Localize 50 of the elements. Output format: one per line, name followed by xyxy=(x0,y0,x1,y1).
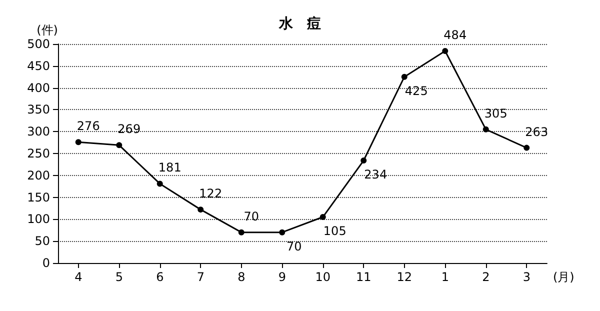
x-axis-title: (月) xyxy=(553,270,574,284)
x-tick-label: 5 xyxy=(115,270,123,284)
y-tick-label: 350 xyxy=(27,102,50,117)
data-label: 70 xyxy=(244,209,260,224)
y-tick-label: 200 xyxy=(27,168,50,182)
x-tick-label: 10 xyxy=(315,270,331,284)
data-label: 276 xyxy=(76,119,100,134)
y-tick-label: 500 xyxy=(27,37,50,51)
y-axis-title: (件) xyxy=(36,23,58,37)
point xyxy=(401,74,408,80)
x-tick-label: 11 xyxy=(356,270,372,284)
point xyxy=(198,206,204,213)
point xyxy=(482,126,489,132)
x-tick-label: 3 xyxy=(522,270,530,284)
y-tick-label: 100 xyxy=(27,212,50,226)
data-label: 305 xyxy=(484,106,508,120)
point xyxy=(360,158,367,164)
y-tick-label: 250 xyxy=(27,146,50,160)
point xyxy=(75,139,82,146)
point xyxy=(279,229,286,236)
x-tick-label: 12 xyxy=(396,270,412,284)
y-tick-label: 400 xyxy=(27,80,50,95)
data-label: 263 xyxy=(525,124,548,139)
y-tick-label: 450 xyxy=(27,58,50,73)
data-label: 70 xyxy=(286,239,302,254)
point xyxy=(116,142,122,148)
data-label: 425 xyxy=(404,84,428,98)
x-tick-label: 9 xyxy=(278,270,286,284)
point xyxy=(442,48,448,54)
y-tick-label: 300 xyxy=(27,124,50,139)
data-label: 122 xyxy=(199,186,222,201)
point xyxy=(156,180,163,187)
point xyxy=(238,229,244,236)
data-label: 181 xyxy=(158,160,182,175)
x-tick-label: 6 xyxy=(156,270,164,284)
x-tick-label: 4 xyxy=(74,270,82,284)
data-label: 105 xyxy=(323,224,346,238)
y-tick-label: 150 xyxy=(27,190,50,204)
point xyxy=(524,144,530,151)
x-tick-label: 1 xyxy=(441,270,449,284)
point xyxy=(320,214,326,220)
data-label: 484 xyxy=(444,28,467,42)
data-label: 269 xyxy=(118,122,141,136)
x-tick-label: 2 xyxy=(482,270,490,284)
x-tick-label: 8 xyxy=(238,270,246,284)
y-tick-label: 50 xyxy=(34,234,50,248)
y-tick-label: 0 xyxy=(42,256,50,270)
data-label: 234 xyxy=(364,168,388,182)
x-tick-label: 7 xyxy=(196,270,204,284)
chart-title: 水 痘 xyxy=(278,15,321,32)
